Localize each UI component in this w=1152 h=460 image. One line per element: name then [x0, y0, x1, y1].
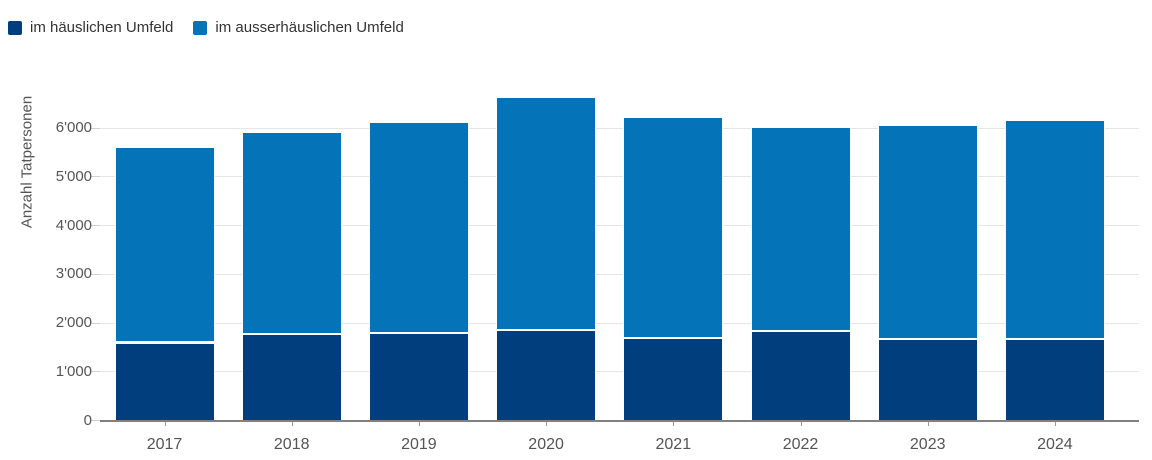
x-axis-label-2020: 2020 — [528, 436, 564, 453]
bar-segment-ausserhaeuslich-2020[interactable] — [496, 96, 597, 331]
x-axis-label-2024: 2024 — [1037, 436, 1073, 453]
y-axis-label-2000: 2'000 — [55, 314, 92, 331]
y-axis-label-3000: 3'000 — [55, 265, 92, 283]
y-axis-tick-0 — [90, 420, 100, 421]
bar-segment-haeuslich-2018[interactable] — [241, 333, 342, 421]
bar-segment-ausserhaeuslich-2022[interactable] — [750, 126, 851, 332]
y-axis-tick-4000 — [90, 225, 100, 226]
bar-segment-ausserhaeuslich-2018[interactable] — [241, 132, 342, 334]
gridline-4000 — [100, 225, 1139, 226]
legend-swatch-ausserhaeuslich-icon — [193, 20, 208, 35]
x-axis-tick-2018 — [291, 421, 293, 426]
bar-segment-haeuslich-2019[interactable] — [368, 332, 469, 421]
x-axis-label-2018: 2018 — [273, 436, 310, 453]
bar-segment-ausserhaeuslich-2021[interactable] — [623, 116, 724, 338]
legend: im häuslichen Umfeld im ausserhäuslichen… — [8, 19, 404, 36]
x-axis-tick-2024 — [1054, 421, 1056, 426]
x-axis-tick-2021 — [673, 421, 675, 426]
y-axis-tick-3000 — [90, 273, 100, 275]
gridline-6000 — [100, 127, 1139, 129]
y-axis-tick-1000 — [90, 371, 100, 373]
bar-segment-haeuslich-2021[interactable] — [623, 337, 724, 421]
bar-segment-haeuslich-2024[interactable] — [1004, 339, 1105, 421]
x-axis-label-2019: 2019 — [401, 436, 437, 453]
legend-item-ausserhaeuslich[interactable]: im ausserhäuslichen Umfeld — [193, 19, 404, 36]
y-axis-label-6000: 6'000 — [55, 119, 92, 136]
bar-segment-ausserhaeuslich-2024[interactable] — [1004, 119, 1105, 340]
x-axis-label-2021: 2021 — [655, 436, 692, 453]
gridline-1000 — [100, 371, 1139, 373]
bar-segment-haeuslich-2020[interactable] — [496, 330, 597, 421]
bar-segment-haeuslich-2017[interactable] — [114, 342, 215, 421]
legend-label-ausserhaeuslich: im ausserhäuslichen Umfeld — [215, 19, 404, 36]
bar-segment-ausserhaeuslich-2023[interactable] — [877, 124, 978, 340]
x-axis-tick-2020 — [546, 421, 548, 426]
y-axis-tick-5000 — [90, 176, 100, 178]
x-axis-label-2022: 2022 — [782, 436, 819, 453]
x-axis-label-2017: 2017 — [146, 436, 183, 453]
x-axis-tick-2019 — [418, 421, 420, 426]
y-axis-label-4000: 4'000 — [55, 216, 92, 234]
legend-swatch-haeuslich-icon — [8, 20, 22, 35]
y-axis-title: Anzahl Tatpersonen — [18, 95, 36, 229]
x-axis-line — [100, 419, 1139, 422]
y-axis-tick-2000 — [90, 322, 100, 324]
bar-segment-haeuslich-2022[interactable] — [750, 331, 851, 421]
legend-item-haeuslich[interactable]: im häuslichen Umfeld — [8, 19, 173, 36]
y-axis-label-5000: 5'000 — [55, 167, 92, 185]
bar-segment-ausserhaeuslich-2019[interactable] — [368, 122, 469, 333]
legend-label-haeuslich: im häuslichen Umfeld — [30, 19, 174, 36]
y-axis-label-1000: 1'000 — [55, 362, 92, 380]
x-axis-tick-2017 — [164, 421, 166, 426]
bar-segment-ausserhaeuslich-2017[interactable] — [114, 146, 215, 343]
gridline-5000 — [100, 176, 1139, 178]
gridline-2000 — [100, 322, 1139, 324]
bar-segment-haeuslich-2023[interactable] — [877, 339, 978, 421]
x-axis-label-2023: 2023 — [909, 436, 946, 453]
x-axis-tick-2023 — [927, 421, 929, 426]
x-axis-tick-2022 — [800, 421, 802, 426]
y-axis-tick-6000 — [90, 127, 100, 129]
y-axis-label-0: 0 — [83, 411, 92, 429]
gridline-3000 — [100, 273, 1139, 275]
